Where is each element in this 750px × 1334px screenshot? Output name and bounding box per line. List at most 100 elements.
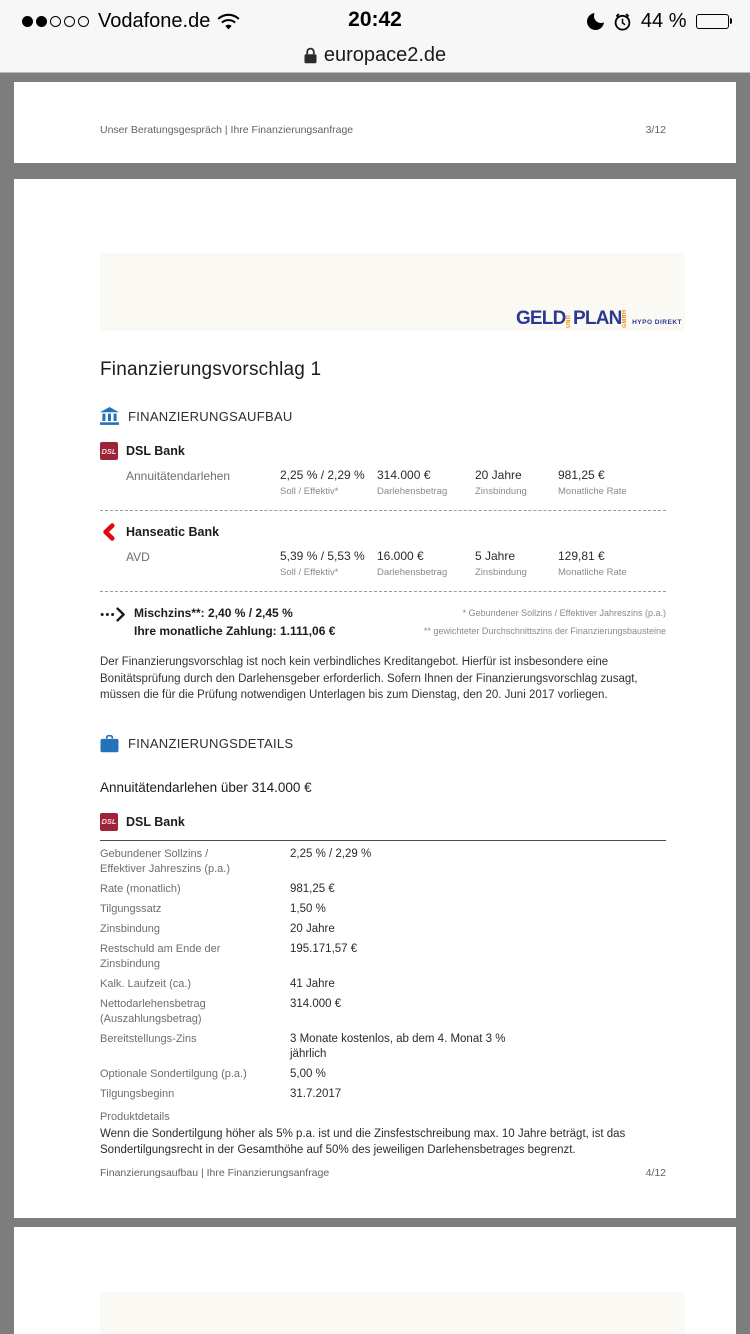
hanseatic-bank-logo — [100, 523, 118, 541]
row-label: Zinsbindung — [100, 923, 160, 935]
logo-word-und: UND — [565, 314, 572, 328]
row-value: 31.7.2017 — [290, 1088, 342, 1100]
footer-breadcrumb: Finanzierungsaufbau | Ihre Finanzierungs… — [100, 1167, 330, 1179]
loan-bank-name: Hanseatic Bank — [126, 525, 220, 539]
mischzins-line: Mischzins**: 2,40 % / 2,45 % — [134, 606, 293, 620]
loan-value-label: Zinsbindung — [475, 486, 527, 497]
loan-value: 2,25 % / 2,29 % — [280, 468, 365, 482]
loan-bank-header: DSL DSL Bank — [100, 442, 666, 460]
row-value: 20 Jahre — [290, 923, 335, 935]
loan-value-label: Darlehensbetrag — [377, 486, 448, 497]
loan-col-term: 5 Jahre Zinsbindung — [475, 549, 558, 578]
battery-cap — [729, 18, 732, 24]
loan-value: 129,81 € — [558, 549, 605, 563]
loan-value: 314.000 € — [377, 468, 431, 482]
dotted-arrow-icon — [100, 604, 126, 640]
document-title: Finanzierungsvorschlag 1 — [100, 359, 322, 380]
loan-value-label: Monatliche Rate — [558, 486, 627, 497]
row-value: 3 Monate kostenlos, ab dem 4. Monat 3 % … — [290, 1033, 506, 1060]
signal-dot-empty — [64, 15, 75, 27]
page-number: 4/12 — [645, 1167, 666, 1179]
browser-chrome: Vodafone.de 20:42 — [0, 0, 750, 73]
row-value: 195.171,57 € — [290, 943, 358, 955]
loan-row-dsl: DSL DSL Bank Annuitätendarlehen 2,25 % /… — [100, 442, 666, 497]
loan-value: 16.000 € — [377, 549, 424, 563]
loan-col-interest: 2,25 % / 2,29 % Soll / Effektiv* — [280, 468, 377, 497]
disclaimer-paragraph: Der Finanzierungsvorschlag ist noch kein… — [100, 656, 638, 701]
loan-bank-name: DSL Bank — [126, 444, 185, 458]
section-label: FINANZIERUNGSDETAILS — [128, 736, 294, 751]
logo-word-geld: GELD — [515, 308, 566, 329]
signal-dot-empty — [78, 15, 89, 27]
status-bar: Vodafone.de 20:42 — [0, 7, 750, 35]
battery-body — [695, 13, 729, 29]
mischzins-summary: Mischzins**: 2,40 % / 2,45 % Ihre monatl… — [100, 604, 666, 640]
table-row: Optionale Sondertilgung (p.a.) 5,00 % — [100, 1065, 666, 1085]
dashed-divider — [100, 591, 666, 592]
table-row: Rate (monatlich) 981,25 € — [100, 880, 666, 900]
pdf-page-4: GELD UND PLAN GMBH HYPO DIREKT Finanzier… — [14, 179, 736, 1218]
loan-value: 5,39 % / 5,53 % — [280, 549, 365, 563]
signal-dot-empty — [50, 15, 61, 27]
loan-product-label: Annuitätendarlehen — [126, 469, 231, 483]
row-label: Tilgungsbeginn — [100, 1088, 175, 1100]
footnotes: * Gebundener Sollzins / Effektiver Jahre… — [424, 604, 666, 640]
summary-left: Mischzins**: 2,40 % / 2,45 % Ihre monatl… — [100, 604, 335, 640]
pdf-page-5 — [14, 1227, 736, 1334]
loan-col-term: 20 Jahre Zinsbindung — [475, 468, 558, 497]
table-row: Zinsbindung 20 Jahre — [100, 920, 666, 940]
loan-value-label: Zinsbindung — [475, 567, 527, 578]
table-row: Nettodarlehensbetrag (Auszahlungsbetrag)… — [100, 995, 666, 1030]
row-label: Restschuld am Ende der Zinsbindung — [100, 943, 221, 970]
alarm-clock-icon — [613, 12, 632, 31]
wifi-icon — [217, 13, 240, 30]
url-bar[interactable]: europace2.de — [0, 41, 750, 69]
bank-building-icon — [100, 407, 119, 425]
row-label: Tilgungssatz — [100, 903, 162, 915]
row-label: Kalk. Laufzeit (ca.) — [100, 978, 192, 990]
logo-word-gmbh: GMBH — [621, 309, 628, 328]
loan-value: 20 Jahre — [475, 468, 522, 482]
loan-value-label: Soll / Effektiv* — [280, 486, 339, 497]
summary-lines: Mischzins**: 2,40 % / 2,45 % Ihre monatl… — [134, 604, 335, 640]
table-row: Restschuld am Ende der Zinsbindung 195.1… — [100, 940, 666, 975]
loan-col-rate: 129,81 € Monatliche Rate — [558, 549, 666, 578]
signal-strength-icon — [22, 15, 89, 27]
clock-label: 20:42 — [348, 8, 402, 31]
row-value: 981,25 € — [290, 883, 335, 895]
details-table: Gebundener Sollzins / Effektiver Jahresz… — [100, 845, 666, 1105]
details-bank-header: DSL DSL Bank — [100, 812, 666, 841]
row-label: Gebundener Sollzins / Effektiver Jahresz… — [100, 848, 231, 875]
url-domain-label: europace2.de — [323, 43, 447, 66]
battery-icon — [695, 13, 732, 29]
row-value: 41 Jahre — [290, 978, 335, 990]
signal-dot-filled — [36, 15, 47, 27]
produktdetails-text: Wenn die Sondertilgung höher als 5% p.a.… — [100, 1127, 626, 1156]
header-banner: GELD UND PLAN GMBH HYPO DIREKT — [100, 253, 685, 331]
pdf-page-3: Unser Beratungsgespräch | Ihre Finanzier… — [14, 82, 736, 163]
loan-values-row: AVD 5,39 % / 5,53 % Soll / Effektiv* 16.… — [100, 549, 666, 578]
loan-bank-header: Hanseatic Bank — [100, 523, 666, 541]
row-label: Rate (monatlich) — [100, 883, 181, 895]
loan-value-label: Soll / Effektiv* — [280, 567, 339, 578]
row-label: Bereitstellungs-Zins — [100, 1033, 197, 1045]
loan-value: 5 Jahre — [475, 549, 516, 563]
status-right-cluster: 44 % — [586, 7, 732, 35]
row-value: 2,25 % / 2,29 % — [290, 848, 372, 860]
table-row: Gebundener Sollzins / Effektiver Jahresz… — [100, 845, 666, 880]
produktdetails-label: Produktdetails — [100, 1110, 170, 1123]
lock-icon — [304, 47, 317, 64]
page-3-footer: Unser Beratungsgespräch | Ihre Finanzier… — [100, 124, 666, 136]
signal-dot-filled — [22, 15, 33, 27]
section-label: FINANZIERUNGSAUFBAU — [128, 408, 293, 424]
loan-values-row: Annuitätendarlehen 2,25 % / 2,29 % Soll … — [100, 468, 666, 497]
footer-breadcrumb: Unser Beratungsgespräch | Ihre Finanzier… — [100, 124, 354, 136]
loan-product-label: AVD — [126, 550, 150, 564]
dashed-divider — [100, 510, 666, 511]
loan-col-amount: 16.000 € Darlehensbetrag — [377, 549, 475, 578]
carrier-label: Vodafone.de — [98, 9, 211, 32]
logo-word-plan: PLAN — [573, 308, 622, 329]
geldundplan-logo: GELD UND PLAN GMBH HYPO DIREKT — [516, 309, 682, 328]
section-finanzierungsdetails: FINANZIERUNGSDETAILS — [100, 734, 666, 753]
